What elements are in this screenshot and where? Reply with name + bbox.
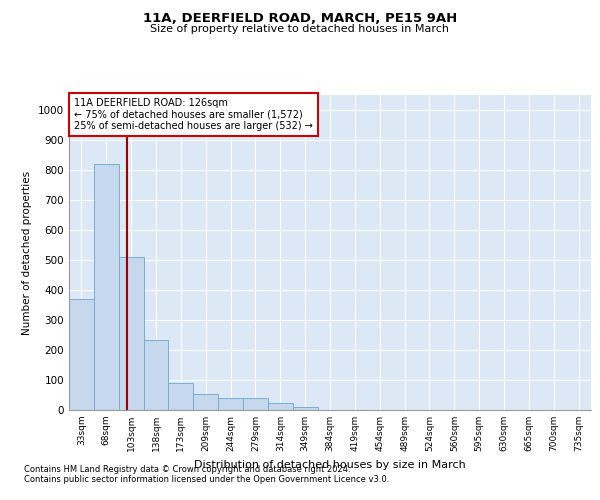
Bar bbox=[119, 257, 143, 410]
Text: Contains public sector information licensed under the Open Government Licence v3: Contains public sector information licen… bbox=[24, 476, 389, 484]
Bar bbox=[193, 394, 218, 410]
Bar bbox=[268, 402, 293, 410]
Bar bbox=[218, 398, 243, 410]
Bar bbox=[143, 340, 169, 410]
Text: 11A, DEERFIELD ROAD, MARCH, PE15 9AH: 11A, DEERFIELD ROAD, MARCH, PE15 9AH bbox=[143, 12, 457, 26]
Y-axis label: Number of detached properties: Number of detached properties bbox=[22, 170, 32, 334]
Bar bbox=[69, 299, 94, 410]
Bar bbox=[169, 383, 193, 410]
Text: Size of property relative to detached houses in March: Size of property relative to detached ho… bbox=[151, 24, 449, 34]
Text: Contains HM Land Registry data © Crown copyright and database right 2024.: Contains HM Land Registry data © Crown c… bbox=[24, 466, 350, 474]
X-axis label: Distribution of detached houses by size in March: Distribution of detached houses by size … bbox=[194, 460, 466, 469]
Bar bbox=[243, 398, 268, 410]
Text: 11A DEERFIELD ROAD: 126sqm
← 75% of detached houses are smaller (1,572)
25% of s: 11A DEERFIELD ROAD: 126sqm ← 75% of deta… bbox=[74, 98, 313, 132]
Bar bbox=[94, 164, 119, 410]
Bar bbox=[293, 407, 317, 410]
